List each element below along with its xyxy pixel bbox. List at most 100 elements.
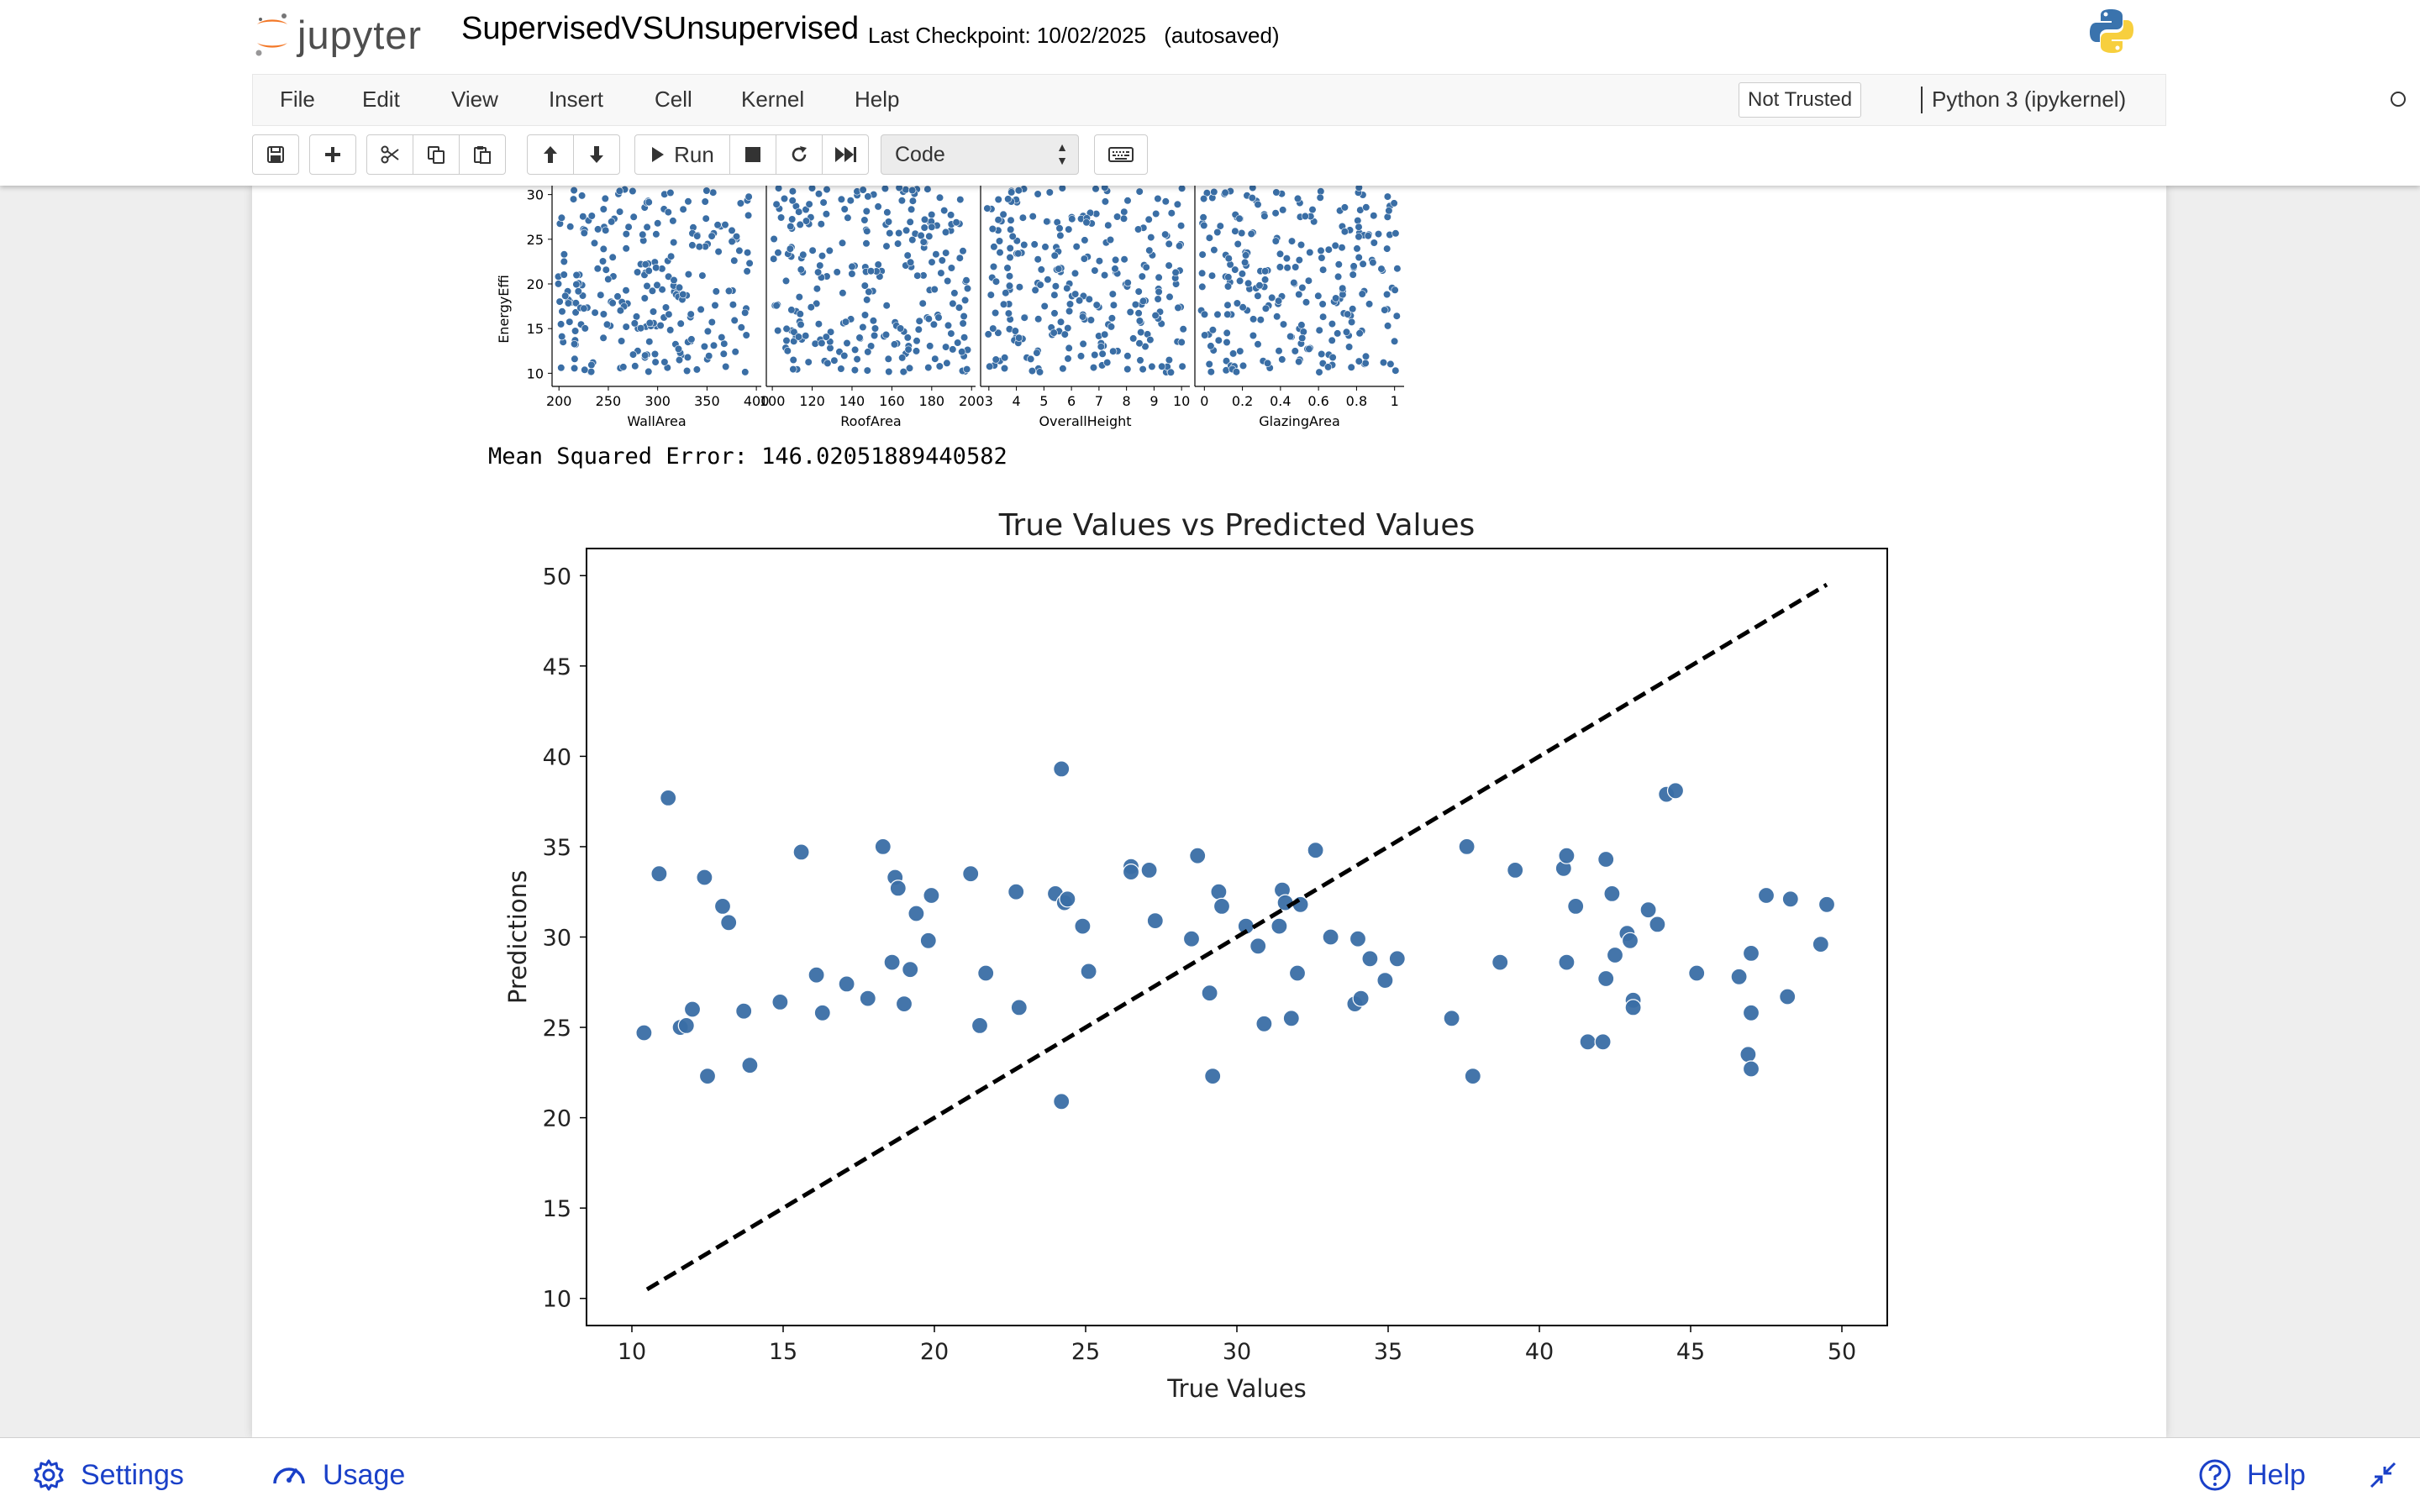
pairplot-point — [1223, 328, 1231, 337]
pairplot-point — [1342, 328, 1351, 336]
collapse-button[interactable] — [2368, 1455, 2398, 1495]
pairplot-point — [853, 355, 861, 364]
move-cell-down-button[interactable] — [573, 134, 620, 175]
help-button[interactable]: Help — [2198, 1455, 2306, 1495]
pairplot-point — [1239, 361, 1248, 370]
pairplot-point — [670, 276, 678, 285]
pairplot-point — [578, 192, 587, 200]
pairplot-point — [983, 204, 992, 213]
pairplot-point — [949, 299, 957, 307]
pairplot-point — [1101, 330, 1109, 339]
pairplot-x-tick-label: 0.6 — [1307, 393, 1328, 409]
copy-button[interactable] — [413, 134, 460, 175]
scatter-point — [1053, 760, 1071, 778]
pairplot-panel-3: 3 4 5 6 7 8 9 10 OverallHeight — [980, 186, 1190, 429]
pairplot-point — [1089, 364, 1098, 372]
menu-file[interactable]: File — [280, 87, 315, 112]
pairplot-point — [1238, 270, 1246, 278]
pairplot-point — [1135, 317, 1144, 325]
pairplot-point — [949, 345, 957, 354]
pairplot-x-tick-label: 5 — [1039, 393, 1048, 409]
pairplot-point — [844, 213, 852, 222]
pairplot-point — [850, 366, 860, 375]
menu-view[interactable]: View — [451, 87, 498, 112]
pairplot-x-tick-label: 10 — [1173, 393, 1190, 409]
cell-type-select[interactable]: Code ▲ ▼ — [881, 134, 1079, 175]
menu-help[interactable]: Help — [855, 87, 900, 112]
usage-button[interactable]: Usage — [271, 1455, 405, 1495]
restart-kernel-button[interactable] — [776, 134, 823, 175]
run-button[interactable]: Run — [634, 134, 730, 175]
pairplot-point — [883, 208, 892, 217]
pairplot-point — [572, 270, 581, 280]
pairplot-point — [988, 224, 997, 234]
pairplot-point — [813, 268, 823, 276]
pairplot-point — [1221, 188, 1229, 197]
pairplot-point — [906, 218, 914, 226]
x-tick-label: 30 — [1223, 1339, 1251, 1365]
scatter-point — [741, 1057, 759, 1074]
pairplot-point — [1198, 250, 1207, 259]
menu-kernel[interactable]: Kernel — [741, 87, 805, 112]
pairplot-point — [1165, 261, 1173, 270]
pairplot-point — [602, 226, 610, 234]
pairplot-point — [1316, 193, 1324, 202]
pairplot-point — [1091, 266, 1099, 275]
cut-button[interactable] — [366, 134, 413, 175]
pairplot-point — [808, 186, 817, 192]
menu-cell[interactable]: Cell — [655, 87, 692, 112]
scatter-point — [1507, 861, 1524, 879]
pairplot-point — [1255, 281, 1264, 290]
insert-cell-button[interactable] — [309, 134, 356, 175]
pairplot-point — [571, 299, 581, 307]
pairplot-point — [622, 244, 630, 253]
scatter-point — [1742, 1004, 1760, 1021]
restart-run-all-button[interactable] — [822, 134, 869, 175]
pairplot-point — [1064, 324, 1072, 333]
pairplot-point — [850, 345, 860, 354]
pairplot-point — [1235, 276, 1244, 285]
save-button[interactable] — [252, 134, 299, 175]
pairplot-point — [1040, 302, 1049, 311]
command-palette-button[interactable] — [1094, 134, 1148, 175]
pairplot-point — [1138, 272, 1146, 281]
pairplot-point — [649, 307, 658, 316]
pairplot-point — [1392, 312, 1401, 320]
pairplot-point — [634, 268, 642, 276]
pairplot-point — [813, 299, 821, 307]
pairplot-point — [839, 289, 847, 297]
pairplot-point — [1370, 212, 1378, 220]
pairplot-point — [1176, 222, 1186, 230]
pairplot-point — [1109, 301, 1118, 309]
jupyter-logo[interactable]: jupyter — [252, 8, 422, 60]
pairplot-point — [684, 197, 692, 206]
pairplot-point — [1095, 257, 1104, 265]
menu-insert[interactable]: Insert — [549, 87, 604, 112]
pairplot-point — [937, 269, 945, 277]
plus-icon — [325, 147, 340, 162]
pairplot-point — [942, 249, 950, 257]
move-cell-up-button[interactable] — [527, 134, 574, 175]
kernel-name[interactable]: Python 3 (ipykernel) — [1932, 87, 2127, 112]
settings-button[interactable]: Settings — [32, 1455, 184, 1495]
scatter-point — [1624, 999, 1642, 1016]
pairplot-point — [1344, 343, 1354, 351]
pairplot-point — [590, 239, 599, 247]
pairplot-point — [960, 296, 970, 304]
trust-status-button[interactable]: Not Trusted — [1739, 82, 1862, 118]
pairplot-point — [1382, 290, 1392, 299]
paste-button[interactable] — [459, 134, 506, 175]
x-tick-label: 10 — [618, 1339, 646, 1365]
pairplot-point — [1158, 362, 1166, 370]
notebook-title[interactable]: SupervisedVSUnsupervised — [461, 11, 860, 46]
collapse-arrows-icon — [2370, 1462, 2396, 1488]
pairplot-point — [881, 330, 891, 339]
scatter-point — [1080, 963, 1097, 980]
pairplot-point — [1101, 197, 1110, 206]
pairplot-point — [608, 253, 617, 261]
pairplot-x-label: OverallHeight — [1039, 413, 1131, 429]
menu-edit[interactable]: Edit — [362, 87, 400, 112]
pairplot-point — [1045, 188, 1054, 197]
pairplot-point — [701, 197, 709, 206]
interrupt-kernel-button[interactable] — [729, 134, 776, 175]
